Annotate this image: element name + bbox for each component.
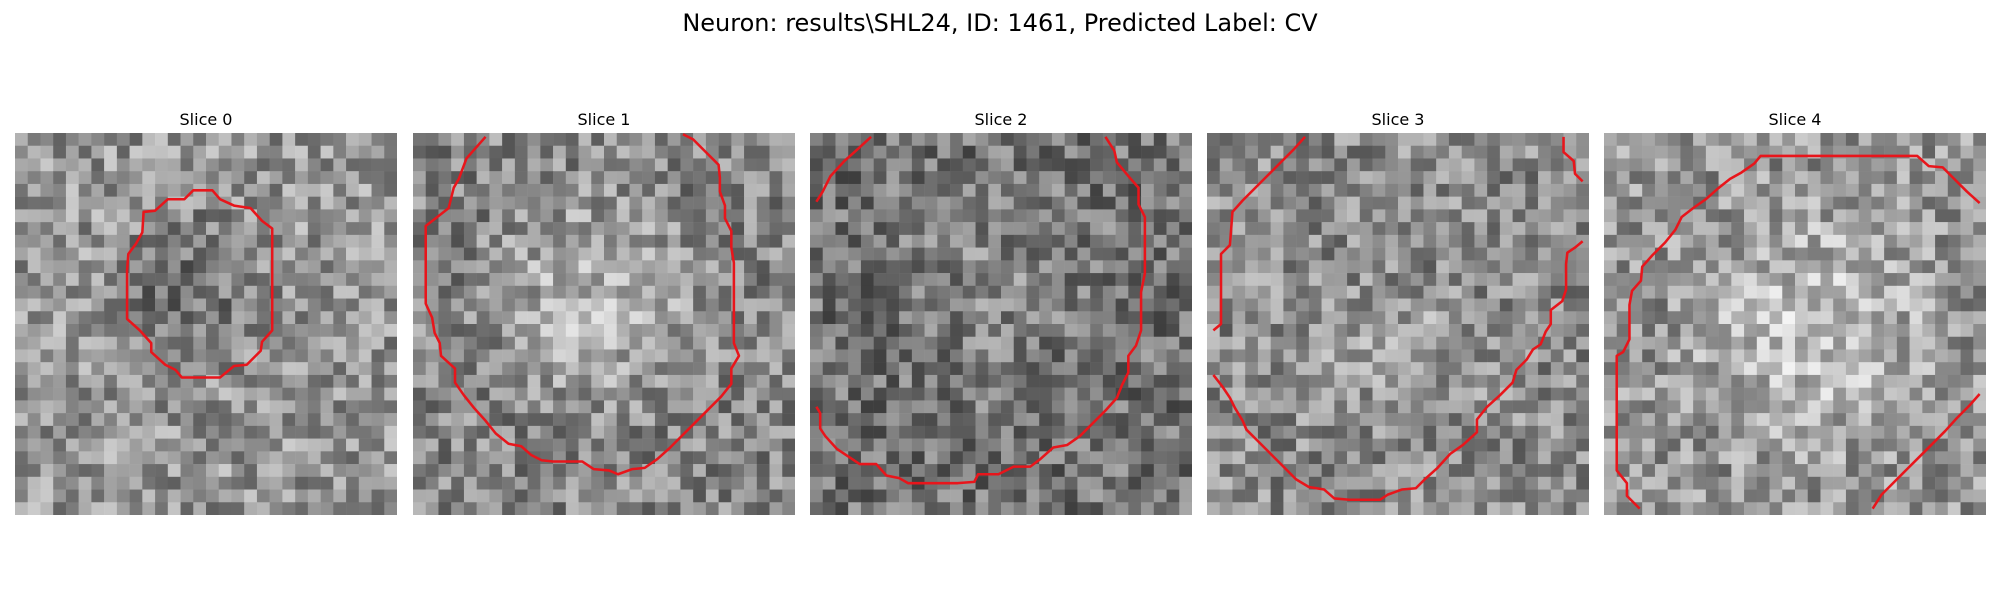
slice-panel-2: Slice 2 (810, 110, 1192, 515)
contour-line (815, 135, 872, 203)
slice-title: Slice 2 (974, 110, 1028, 129)
slice-title: Slice 0 (179, 110, 233, 129)
slice-image (1604, 133, 1986, 515)
slice-panel-3: Slice 3 (1207, 110, 1589, 515)
slice-title: Slice 3 (1371, 110, 1425, 129)
slice-image (1207, 133, 1589, 515)
contour-line (815, 136, 1147, 485)
contour-line (1212, 240, 1584, 501)
contour-line (1212, 135, 1306, 332)
figure-title: Neuron: results\SHL24, ID: 1461, Predict… (682, 9, 1318, 37)
slice-image (413, 133, 795, 515)
contour-line (1562, 136, 1584, 183)
contour-line (125, 189, 274, 379)
slice-title: Slice 1 (577, 110, 631, 129)
slice-image (810, 133, 1192, 515)
contour-line (1871, 393, 1981, 510)
slice-panel-1: Slice 1 (413, 110, 795, 515)
contour-line (1615, 154, 1981, 510)
contour-line (424, 133, 741, 476)
slice-title: Slice 4 (1768, 110, 1822, 129)
slice-image (15, 133, 397, 515)
slice-panel-4: Slice 4 (1604, 110, 1986, 515)
slice-panel-0: Slice 0 (15, 110, 397, 515)
